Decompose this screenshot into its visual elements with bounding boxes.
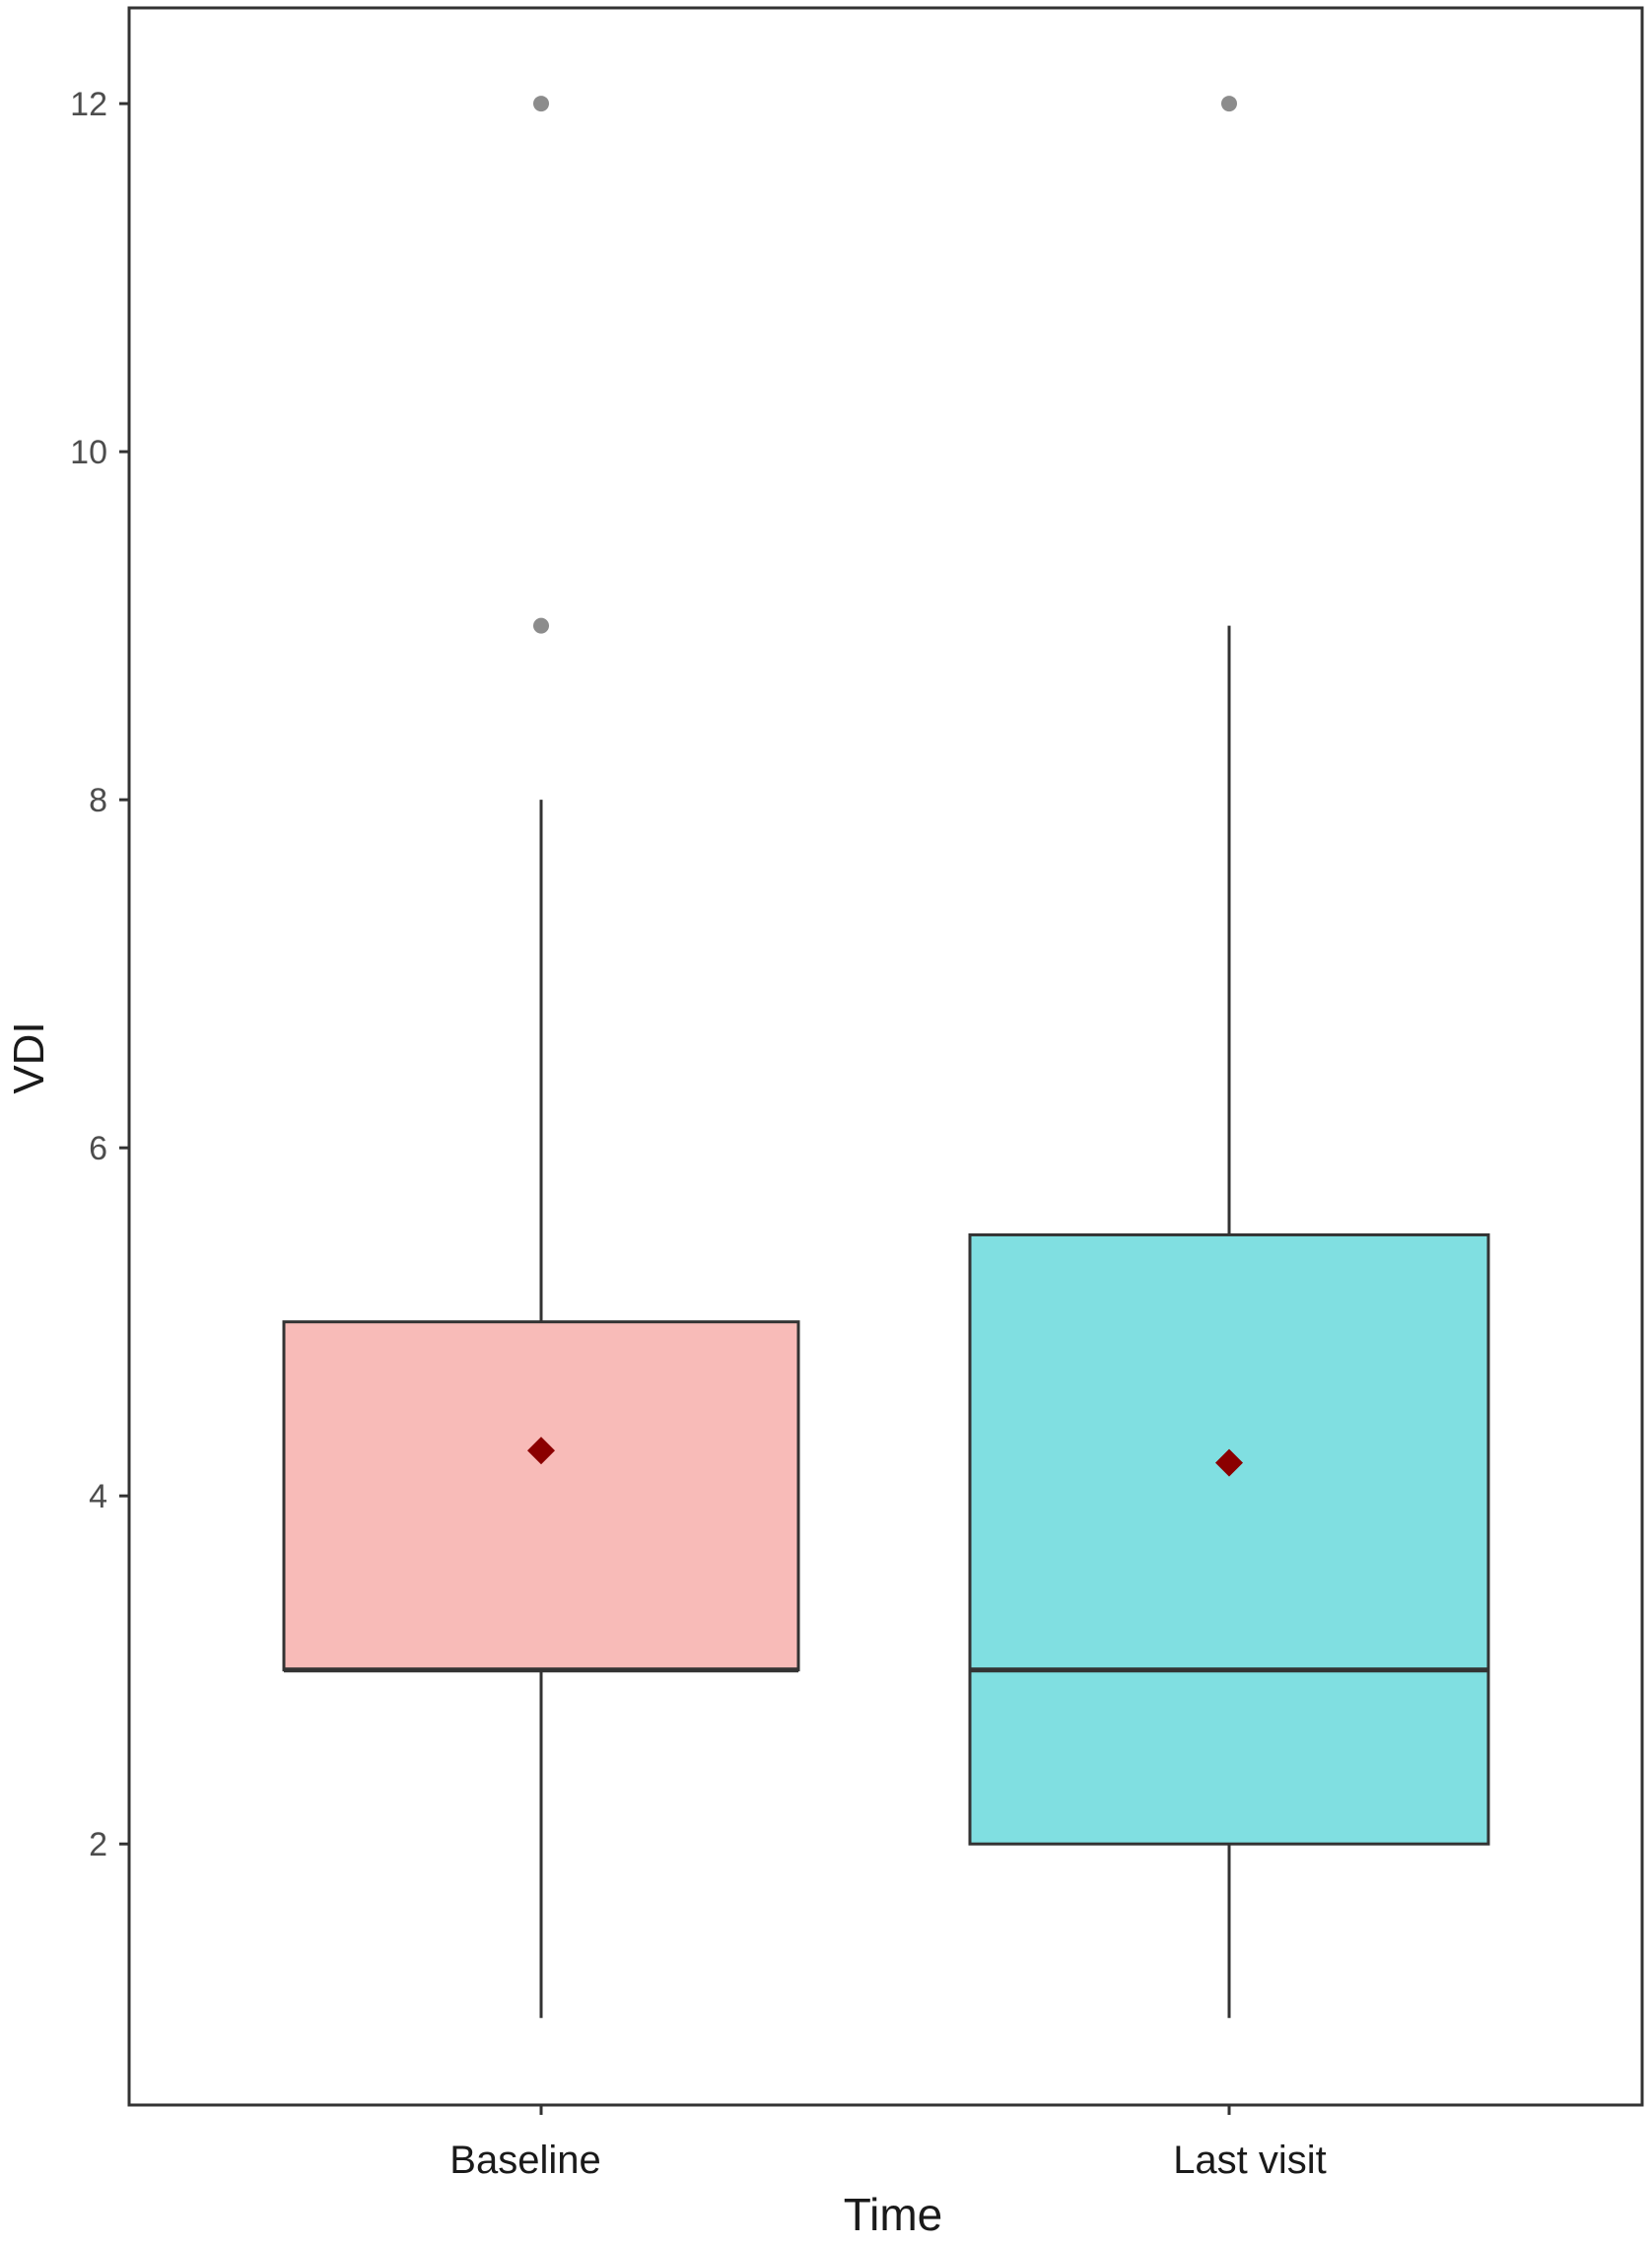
- y-axis-title: VDI: [5, 1021, 53, 1093]
- plot-panel: [127, 6, 1644, 2107]
- mean-marker: [1215, 1448, 1243, 1477]
- boxes-layer: [282, 96, 1490, 2018]
- y-tick-label: 8: [89, 782, 107, 819]
- axes-layer: 2 4 6 8 10 12 Baseline Last visit: [70, 86, 1327, 2182]
- box-group-1: [282, 96, 800, 2018]
- box-group-2: [968, 96, 1490, 2018]
- x-tick-label: Baseline: [449, 2139, 600, 2182]
- panel-border: [127, 6, 1644, 2107]
- outlier-point: [1221, 96, 1237, 112]
- y-tick-label: 12: [70, 86, 107, 123]
- y-tick-label: 10: [70, 434, 107, 471]
- outlier-point: [533, 96, 549, 112]
- y-tick-label: 6: [89, 1130, 107, 1167]
- x-tick-label: Last visit: [1173, 2139, 1327, 2182]
- x-axis-title: Time: [844, 2189, 943, 2240]
- mean-marker: [527, 1437, 555, 1465]
- y-tick-label: 2: [89, 1826, 107, 1863]
- outlier-point: [533, 617, 549, 634]
- y-tick-label: 4: [89, 1478, 107, 1515]
- box-iqr: [282, 1320, 800, 1672]
- box-iqr: [968, 1232, 1490, 1846]
